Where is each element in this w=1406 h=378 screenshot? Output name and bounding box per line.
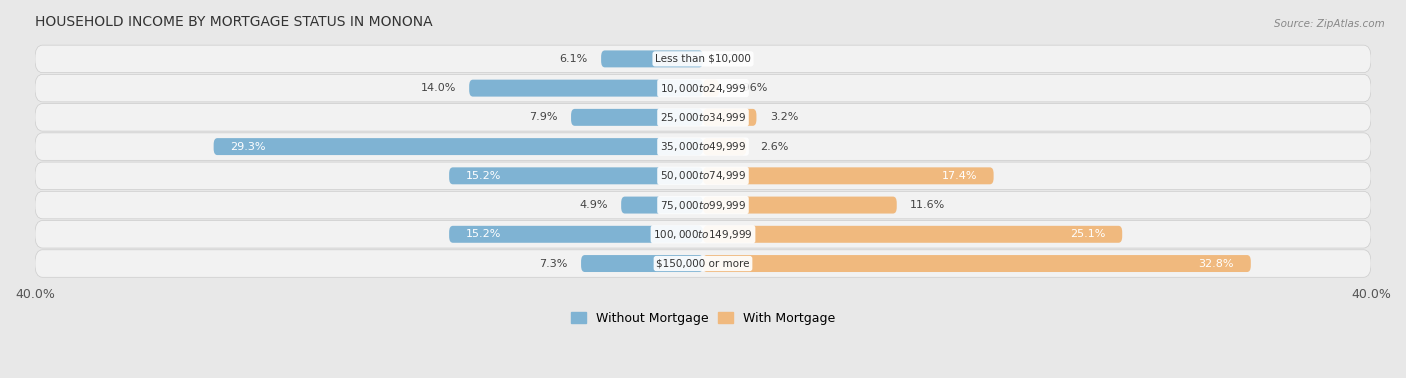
Text: $50,000 to $74,999: $50,000 to $74,999 — [659, 169, 747, 182]
Text: $10,000 to $24,999: $10,000 to $24,999 — [659, 82, 747, 94]
Text: 11.6%: 11.6% — [910, 200, 945, 210]
FancyBboxPatch shape — [703, 109, 756, 126]
Text: 15.2%: 15.2% — [465, 171, 501, 181]
Text: 3.2%: 3.2% — [770, 112, 799, 122]
FancyBboxPatch shape — [703, 255, 1251, 272]
FancyBboxPatch shape — [703, 80, 718, 97]
Text: 32.8%: 32.8% — [1198, 259, 1234, 268]
FancyBboxPatch shape — [214, 138, 703, 155]
FancyBboxPatch shape — [703, 197, 897, 214]
FancyBboxPatch shape — [703, 167, 994, 184]
FancyBboxPatch shape — [581, 255, 703, 272]
Text: Less than $10,000: Less than $10,000 — [655, 54, 751, 64]
FancyBboxPatch shape — [449, 167, 703, 184]
FancyBboxPatch shape — [449, 226, 703, 243]
FancyBboxPatch shape — [35, 74, 1371, 102]
Text: 4.9%: 4.9% — [579, 200, 607, 210]
Text: $100,000 to $149,999: $100,000 to $149,999 — [654, 228, 752, 241]
Text: 2.6%: 2.6% — [759, 142, 789, 152]
Text: $75,000 to $99,999: $75,000 to $99,999 — [659, 198, 747, 212]
Text: 0.0%: 0.0% — [717, 54, 745, 64]
Text: Source: ZipAtlas.com: Source: ZipAtlas.com — [1274, 19, 1385, 29]
FancyBboxPatch shape — [703, 138, 747, 155]
FancyBboxPatch shape — [703, 226, 1122, 243]
FancyBboxPatch shape — [35, 220, 1371, 248]
FancyBboxPatch shape — [602, 50, 703, 67]
FancyBboxPatch shape — [35, 162, 1371, 190]
Text: 0.96%: 0.96% — [733, 83, 768, 93]
Text: 14.0%: 14.0% — [420, 83, 456, 93]
FancyBboxPatch shape — [35, 191, 1371, 219]
Text: HOUSEHOLD INCOME BY MORTGAGE STATUS IN MONONA: HOUSEHOLD INCOME BY MORTGAGE STATUS IN M… — [35, 15, 433, 29]
Text: $35,000 to $49,999: $35,000 to $49,999 — [659, 140, 747, 153]
Text: $150,000 or more: $150,000 or more — [657, 259, 749, 268]
FancyBboxPatch shape — [571, 109, 703, 126]
Text: 6.1%: 6.1% — [560, 54, 588, 64]
Text: $25,000 to $34,999: $25,000 to $34,999 — [659, 111, 747, 124]
FancyBboxPatch shape — [470, 80, 703, 97]
Legend: Without Mortgage, With Mortgage: Without Mortgage, With Mortgage — [565, 307, 841, 330]
Text: 15.2%: 15.2% — [465, 229, 501, 239]
FancyBboxPatch shape — [35, 250, 1371, 277]
FancyBboxPatch shape — [35, 45, 1371, 73]
Text: 25.1%: 25.1% — [1070, 229, 1105, 239]
FancyBboxPatch shape — [35, 133, 1371, 160]
FancyBboxPatch shape — [35, 104, 1371, 131]
Text: 17.4%: 17.4% — [942, 171, 977, 181]
FancyBboxPatch shape — [621, 197, 703, 214]
Text: 29.3%: 29.3% — [231, 142, 266, 152]
Text: 7.3%: 7.3% — [540, 259, 568, 268]
Text: 7.9%: 7.9% — [529, 112, 558, 122]
